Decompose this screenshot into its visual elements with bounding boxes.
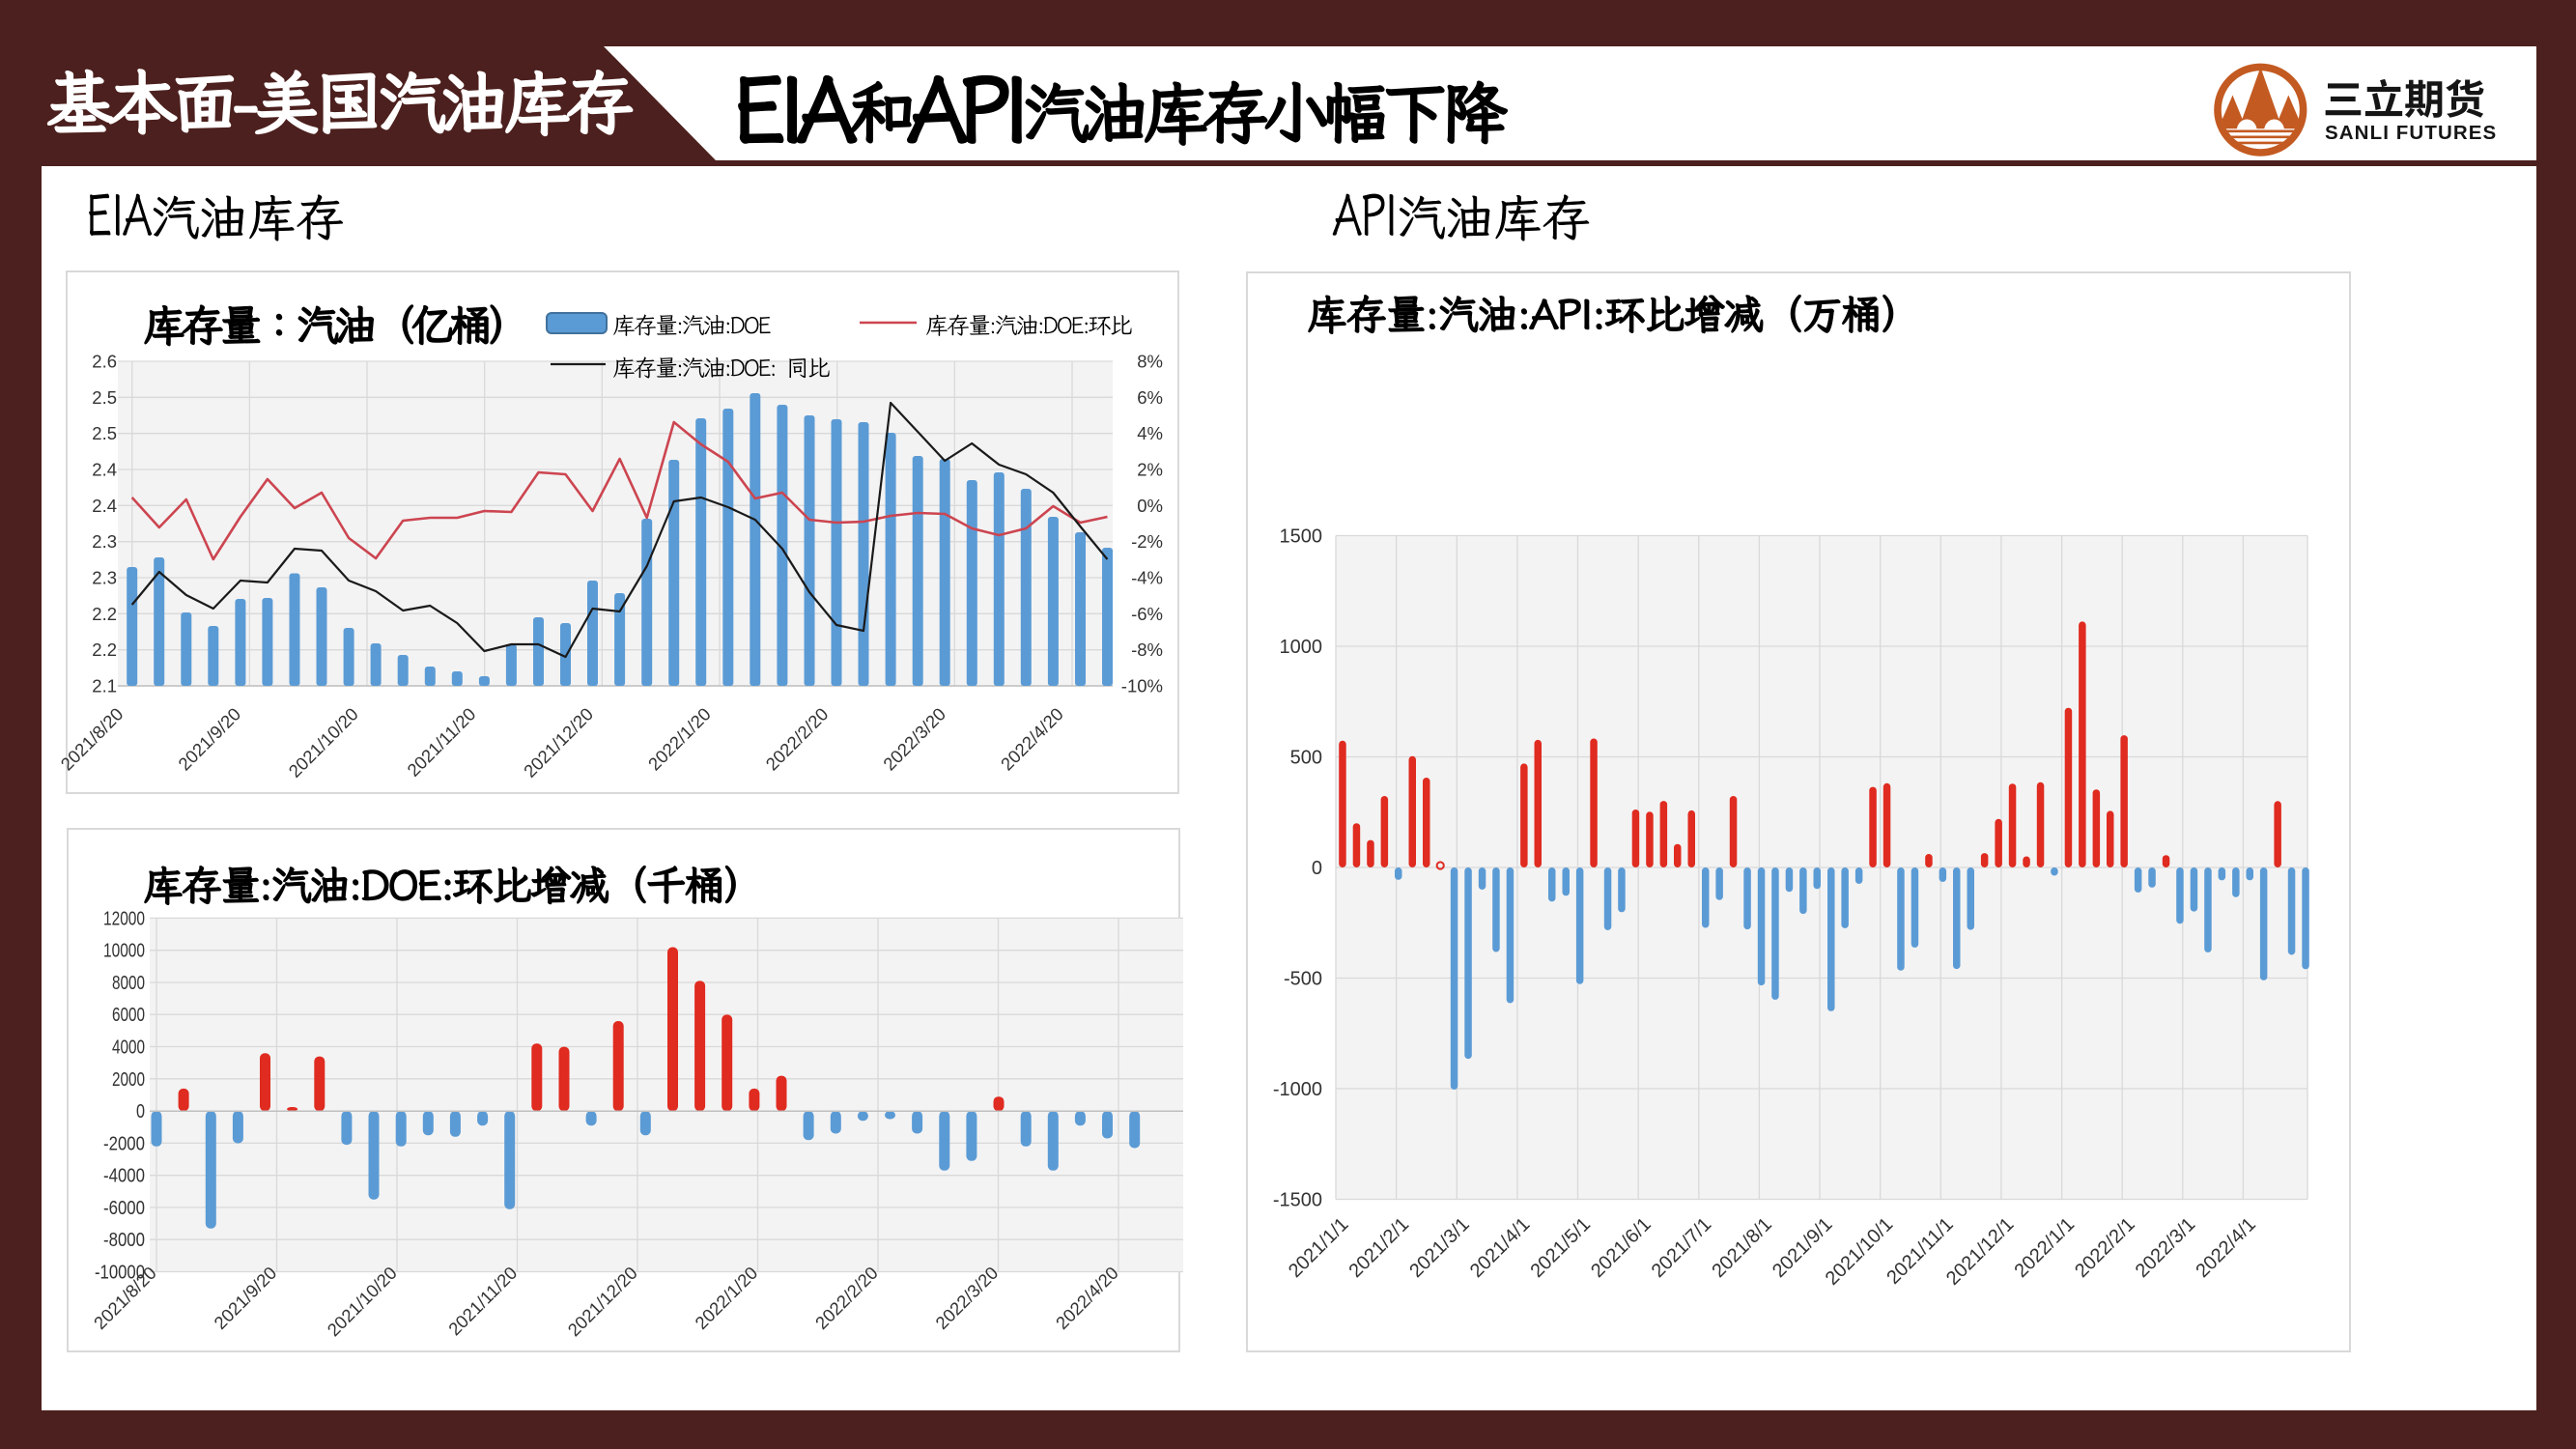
svg-text:-1000: -1000	[1273, 1079, 1322, 1100]
svg-text:2.3: 2.3	[92, 568, 117, 588]
svg-text:2021/8/20: 2021/8/20	[56, 703, 127, 774]
svg-text:2.4: 2.4	[92, 460, 117, 480]
svg-text:2022/1/20: 2022/1/20	[691, 1263, 761, 1333]
svg-text:2021/9/20: 2021/9/20	[174, 703, 244, 774]
svg-text:6%: 6%	[1137, 387, 1163, 408]
svg-text:-6000: -6000	[103, 1198, 145, 1219]
svg-text:-8000: -8000	[103, 1230, 145, 1251]
svg-text:2021/5/1: 2021/5/1	[1526, 1213, 1595, 1282]
svg-text:2021/12/20: 2021/12/20	[520, 703, 597, 781]
svg-text:0: 0	[1312, 858, 1322, 879]
svg-text:2022/3/1: 2022/3/1	[2132, 1213, 2200, 1282]
svg-text:12000: 12000	[103, 908, 145, 929]
svg-text:8%: 8%	[1137, 352, 1163, 372]
svg-text:6000: 6000	[112, 1005, 145, 1026]
svg-text:2021/10/20: 2021/10/20	[285, 703, 362, 781]
svg-text:-2%: -2%	[1131, 531, 1163, 552]
svg-text:8000: 8000	[112, 973, 145, 994]
svg-text:2022/2/1: 2022/2/1	[2071, 1213, 2139, 1282]
svg-text:2.4: 2.4	[92, 496, 117, 516]
svg-text:2021/8/1: 2021/8/1	[1708, 1213, 1776, 1282]
svg-text:2.5: 2.5	[92, 423, 117, 443]
svg-text:-2000: -2000	[103, 1133, 145, 1154]
svg-text:2022/4/20: 2022/4/20	[997, 703, 1067, 774]
svg-text:2.1: 2.1	[92, 676, 117, 696]
svg-text:4000: 4000	[112, 1037, 145, 1059]
svg-text:-10%: -10%	[1121, 676, 1163, 696]
svg-text:-500: -500	[1284, 969, 1322, 990]
svg-text:-6%: -6%	[1131, 604, 1163, 624]
svg-text:2021/7/1: 2021/7/1	[1648, 1213, 1716, 1282]
svg-text:2021/12/20: 2021/12/20	[564, 1263, 641, 1340]
svg-text:10000: 10000	[103, 941, 145, 962]
svg-text:2.2: 2.2	[92, 604, 117, 624]
svg-text:2.5: 2.5	[92, 387, 117, 408]
svg-text:2022/4/20: 2022/4/20	[1052, 1263, 1122, 1333]
svg-text:2.3: 2.3	[92, 531, 117, 552]
svg-text:-8%: -8%	[1131, 639, 1163, 660]
svg-text:2022/2/20: 2022/2/20	[811, 1263, 882, 1333]
svg-text:2021/2/1: 2021/2/1	[1345, 1213, 1414, 1282]
svg-text:2021/1/1: 2021/1/1	[1285, 1213, 1353, 1282]
svg-text:0: 0	[136, 1101, 145, 1122]
svg-text:2022/1/20: 2022/1/20	[644, 703, 715, 774]
svg-text:2021/6/1: 2021/6/1	[1587, 1213, 1656, 1282]
svg-text:2000: 2000	[112, 1069, 145, 1091]
svg-text:1500: 1500	[1280, 526, 1323, 548]
svg-text:2022/3/20: 2022/3/20	[931, 1263, 1002, 1333]
svg-text:-4%: -4%	[1131, 568, 1163, 588]
svg-text:2.2: 2.2	[92, 639, 117, 660]
svg-text:2.6: 2.6	[92, 352, 117, 372]
svg-text:2022/4/1: 2022/4/1	[2192, 1213, 2260, 1282]
svg-text:500: 500	[1290, 748, 1322, 769]
svg-text:2021/3/1: 2021/3/1	[1405, 1213, 1474, 1282]
svg-text:0%: 0%	[1137, 496, 1163, 516]
svg-text:-4000: -4000	[103, 1166, 145, 1187]
svg-text:2022/3/20: 2022/3/20	[879, 703, 949, 774]
svg-text:-10000: -10000	[95, 1263, 145, 1284]
svg-text:2022/1/1: 2022/1/1	[2011, 1213, 2080, 1282]
svg-text:2021/11/20: 2021/11/20	[403, 703, 479, 780]
svg-text:1000: 1000	[1280, 637, 1323, 658]
svg-text:2%: 2%	[1137, 460, 1163, 480]
svg-text:2021/4/1: 2021/4/1	[1466, 1213, 1535, 1282]
svg-text:2021/10/20: 2021/10/20	[324, 1263, 401, 1340]
svg-text:-1500: -1500	[1273, 1190, 1322, 1211]
svg-text:2021/9/20: 2021/9/20	[210, 1263, 280, 1333]
svg-text:2021/11/20: 2021/11/20	[444, 1263, 521, 1339]
svg-text:2022/2/20: 2022/2/20	[761, 703, 832, 774]
svg-text:4%: 4%	[1137, 423, 1163, 443]
